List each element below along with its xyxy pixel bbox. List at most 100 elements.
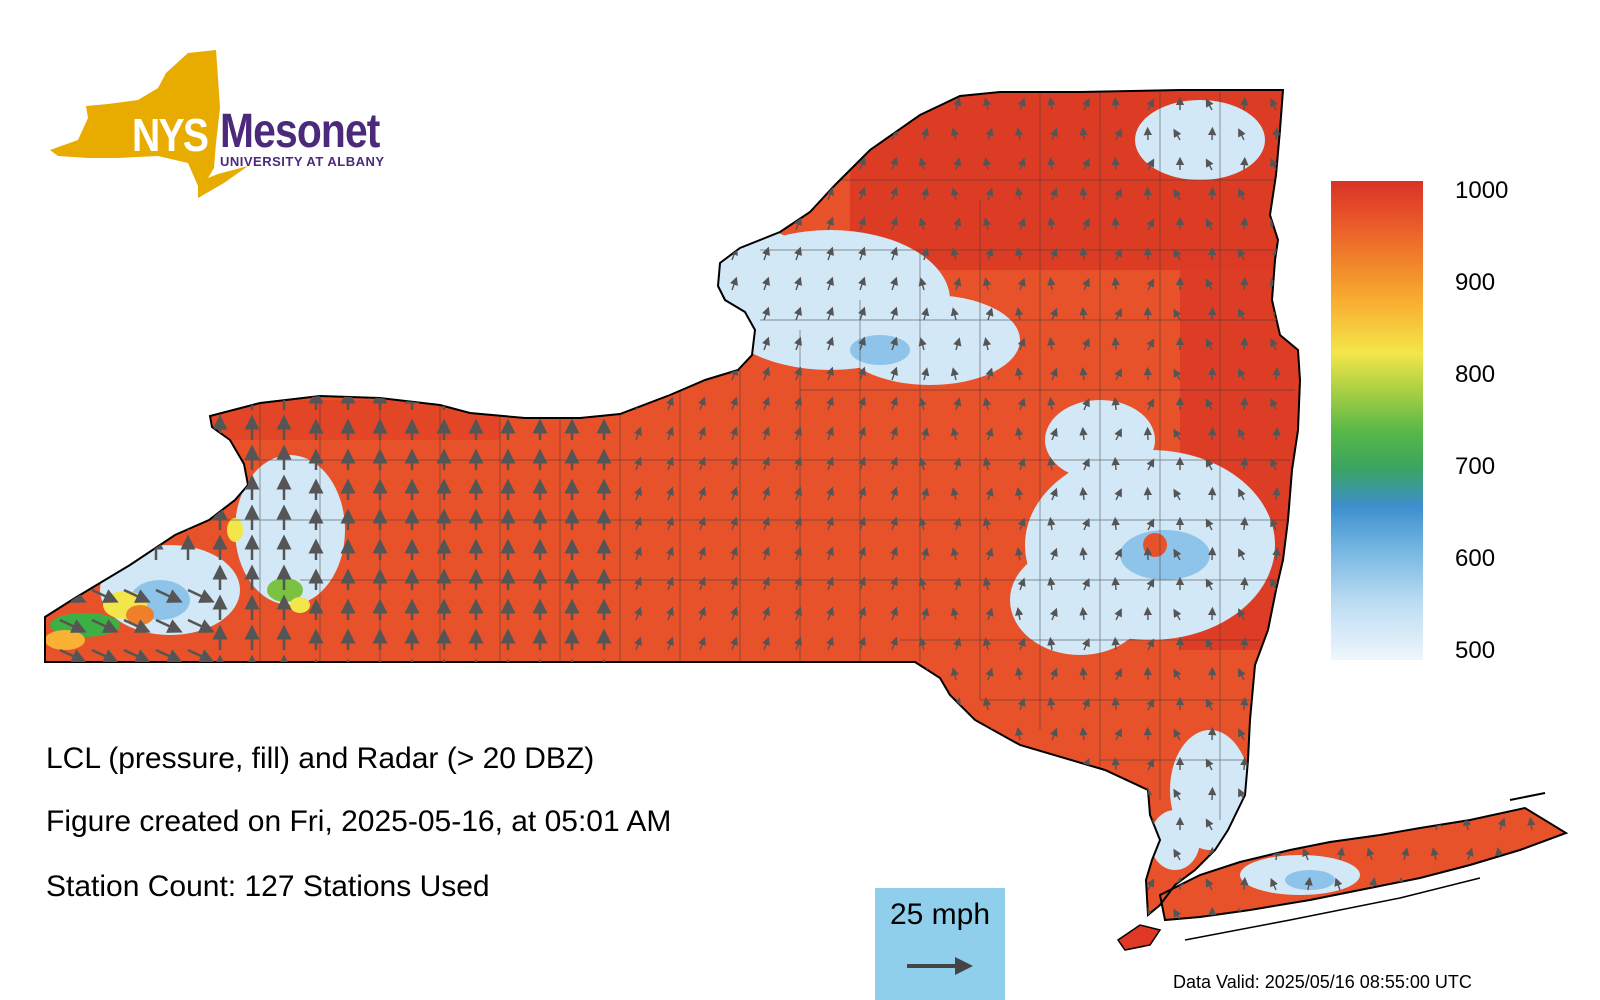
wind-arrow [1462,397,1472,411]
wind-arrow [1302,787,1311,801]
wind-arrow [890,606,898,621]
wind-arrow [730,246,738,261]
wind-arrow [794,216,802,231]
wind-arrow [858,486,866,501]
wind-arrow [1173,908,1182,920]
wind-arrow [1111,456,1120,471]
wind-arrow [698,186,706,201]
wind-arrow [890,636,898,651]
wind-arrow [1433,757,1442,771]
wind-arrow [826,306,834,321]
wind-arrow [1272,606,1281,621]
wind-arrow [1082,517,1090,531]
wind-arrow [762,576,770,591]
wind-arrow [890,336,898,351]
wind-arrow [1049,187,1058,201]
wind-arrow [762,516,770,531]
wind-arrow [698,306,706,321]
wind-arrow [1302,427,1311,441]
wind-arrow [918,577,927,591]
wind-arrow [826,516,834,531]
wind-arrow [1527,816,1536,831]
wind-arrow [1049,847,1058,861]
wind-arrow [91,618,119,633]
wind-arrow [1111,96,1120,111]
wind-scale-label: 25 mph [889,898,991,931]
wind-arrow [858,426,866,441]
wind-arrow [91,918,119,920]
wind-arrow [1527,876,1536,891]
wind-arrow [1433,217,1442,231]
wind-arrow [826,546,834,561]
wind-arrow [921,727,930,741]
wind-arrow [634,366,642,381]
wind-arrow [666,846,674,861]
wind-arrow [1304,696,1313,711]
wind-arrow [1146,818,1155,831]
wind-arrow [762,666,770,681]
wind-arrow [666,246,674,261]
wind-arrow [1527,216,1536,231]
wind-arrow [1401,787,1410,801]
wind-arrow [1049,247,1058,261]
wind-arrow [698,366,706,381]
wind-arrow [1336,667,1345,681]
wind-arrow [890,276,898,291]
wind-arrow [918,817,927,831]
wind-arrow [1495,607,1504,621]
wind-arrow [890,726,898,741]
wind-arrow [1527,156,1536,171]
wind-arrow [1527,516,1536,531]
wind-arrow [730,816,738,831]
wind-arrow [1495,247,1504,261]
wind-arrow [1465,307,1474,321]
wind-arrow [730,456,738,471]
wind-arrow [155,708,183,723]
wind-arrow [921,847,930,861]
wind-arrow [698,756,706,771]
wind-arrow [794,516,802,531]
wind-arrow [1238,548,1246,561]
wind-arrow [1302,187,1311,201]
wind-arrow [698,576,706,591]
wind-arrow [858,276,866,291]
wind-arrow [921,787,930,801]
wind-arrow [1304,276,1313,291]
wind-arrow [985,307,994,321]
wind-arrow [1079,246,1088,261]
wind-arrow [1497,397,1506,411]
wind-arrow [858,396,866,411]
wind-arrow [1238,308,1246,321]
wind-arrow [950,607,959,621]
wind-arrow [123,708,151,723]
wind-arrow [1111,276,1120,291]
wind-arrow [730,906,738,920]
wind-arrow [1398,697,1407,711]
wind-arrow [698,846,706,861]
wind-arrow [1304,756,1313,771]
wind-arrow [666,156,674,171]
wind-arrow [1462,877,1472,891]
wind-arrow [982,217,992,231]
wind-arrow [1302,367,1311,381]
wind-arrow [826,906,834,920]
wind-arrow [762,186,770,201]
wind-arrow [1433,457,1442,471]
wind-arrow [1529,367,1538,381]
wind-arrow [794,336,802,351]
wind-arrow [1015,727,1024,741]
wind-arrow [1049,487,1058,501]
wind-arrow [1017,457,1026,471]
wind-arrow [1146,518,1155,531]
wind-arrow [1304,336,1313,351]
wind-arrow [985,127,994,141]
wind-arrow [1015,607,1024,621]
wind-arrow [794,546,802,561]
wind-arrow [1334,877,1343,891]
wind-arrow [890,846,898,861]
wind-arrow [123,918,151,920]
wind-arrow [1173,668,1182,681]
wind-arrow [762,816,770,831]
wind-arrow [1433,517,1442,531]
wind-arrow [1173,428,1182,441]
